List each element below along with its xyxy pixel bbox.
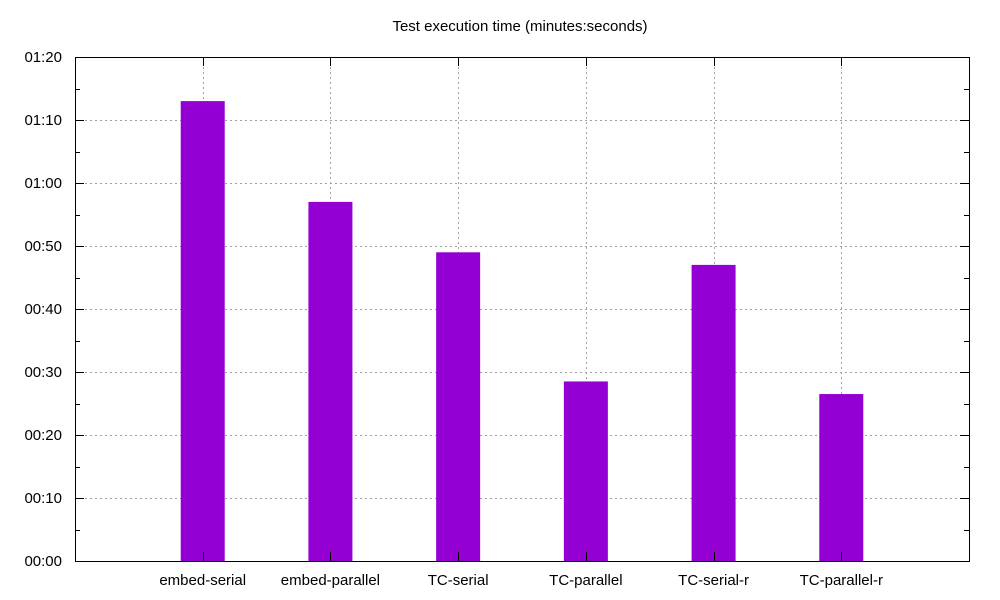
- y-tick-label: 00:00: [24, 553, 62, 570]
- y-tick-label: 01:20: [24, 49, 62, 66]
- bar-TC-parallel: [563, 381, 608, 561]
- y-tick-label: 00:40: [24, 301, 62, 318]
- bar-TC-serial: [436, 252, 481, 562]
- x-axis: embed-serial embed-parallel TC-serial TC-pa…: [159, 572, 883, 589]
- bar-TC-serial-r: [691, 264, 736, 561]
- y-tick-label: 00:50: [24, 238, 62, 255]
- y-axis: 00:00 00:10 00:20 00:30 00:40 00:50 01:00 01:10…: [24, 49, 62, 570]
- x-tick-label: TC-serial-r: [678, 572, 749, 589]
- bar-layer: [180, 101, 864, 562]
- y-tick-label: 00:30: [24, 364, 62, 381]
- chart-title: Test execution time (minutes:seconds): [392, 18, 648, 35]
- x-tick-label: embed-parallel: [281, 572, 380, 589]
- plot-frame: [75, 57, 970, 562]
- bar-TC-parallel-r: [819, 394, 864, 561]
- y-tick-label: 01:10: [24, 112, 62, 129]
- x-tick-label: TC-parallel: [549, 572, 622, 589]
- y-tick-label: 01:00: [24, 175, 62, 192]
- bar-embed-parallel: [308, 201, 353, 561]
- x-tick-label: TC-serial: [428, 572, 489, 589]
- x-tick-label: TC-parallel-r: [800, 572, 883, 589]
- x-tick-label: embed-serial: [159, 572, 246, 589]
- y-tick-label: 00:20: [24, 427, 62, 444]
- y-tick-label: 00:10: [24, 490, 62, 507]
- bar-embed-serial: [180, 101, 225, 561]
